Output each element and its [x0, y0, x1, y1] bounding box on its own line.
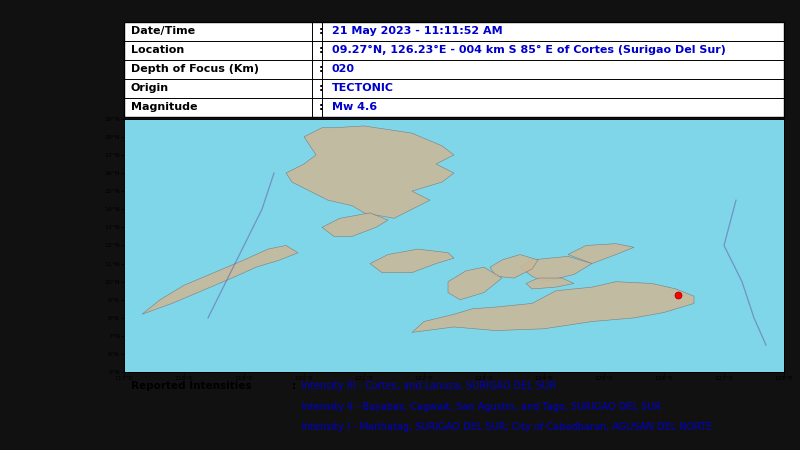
Polygon shape — [142, 245, 298, 314]
Polygon shape — [370, 249, 454, 273]
Polygon shape — [568, 243, 634, 264]
Text: Origin: Origin — [130, 83, 169, 93]
Text: TECTONIC: TECTONIC — [332, 83, 394, 93]
Text: Magnitude: Magnitude — [130, 102, 197, 112]
Text: Depth of Focus (Km): Depth of Focus (Km) — [130, 64, 258, 74]
Text: 21 May 2023 - 11:11:52 AM: 21 May 2023 - 11:11:52 AM — [332, 27, 502, 36]
Text: 09.27°N, 126.23°E - 004 km S 85° E of Cortes (Surigao Del Sur): 09.27°N, 126.23°E - 004 km S 85° E of Co… — [332, 45, 726, 55]
Polygon shape — [322, 213, 388, 236]
Text: Intensity III - Cortes, and Lanuza, SURIGAO DEL SUR: Intensity III - Cortes, and Lanuza, SURI… — [301, 381, 556, 391]
Text: Mw 4.6: Mw 4.6 — [332, 102, 377, 112]
Polygon shape — [286, 126, 454, 218]
Text: 020: 020 — [332, 64, 355, 74]
Polygon shape — [526, 278, 574, 289]
Text: :: : — [318, 27, 323, 36]
Text: Intensity I - Marihatag, SURIGAO DEL SUR; City of Cabadbaran, AGUSAN DEL NORTE: Intensity I - Marihatag, SURIGAO DEL SUR… — [301, 422, 712, 432]
Text: :: : — [318, 102, 323, 112]
Polygon shape — [412, 282, 694, 333]
Text: Reported Intensities: Reported Intensities — [130, 381, 251, 391]
Polygon shape — [490, 255, 538, 278]
Text: :: : — [292, 381, 297, 391]
Text: :: : — [318, 64, 323, 74]
Text: :: : — [318, 83, 323, 93]
Text: Date/Time: Date/Time — [130, 27, 194, 36]
Text: :: : — [318, 45, 323, 55]
Text: Intensity II - Bayabas, Cagwait, San Agustin, and Tago, SURIGAO DEL SUR: Intensity II - Bayabas, Cagwait, San Agu… — [301, 401, 661, 412]
Bar — [124, 22, 784, 117]
Polygon shape — [448, 267, 502, 300]
Polygon shape — [520, 256, 592, 282]
Text: Location: Location — [130, 45, 184, 55]
